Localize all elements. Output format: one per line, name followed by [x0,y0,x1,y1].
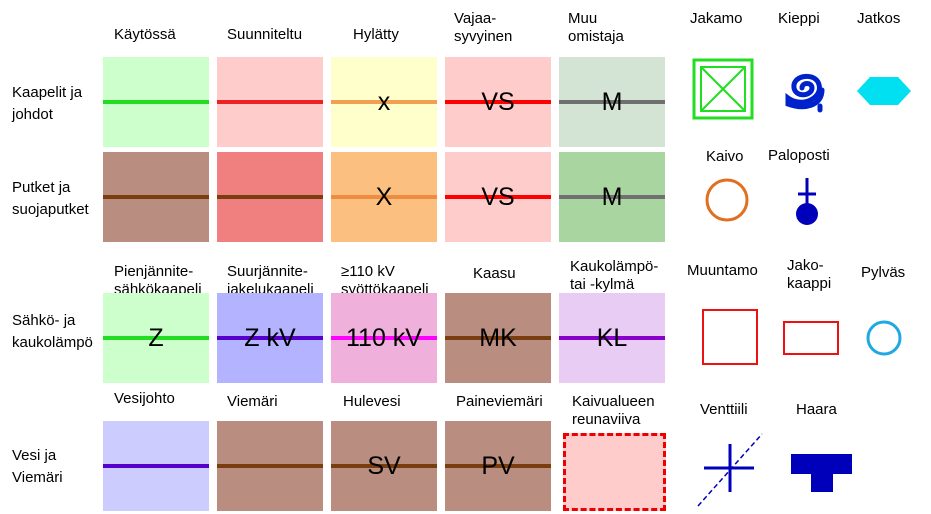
label-jakokaappi: Jako- kaappi [787,257,832,292]
label-kaivo: Kaivo [706,148,744,165]
kaivo-icon [705,178,749,222]
label-kaasu: Kaasu [473,265,516,282]
column-header-muu-omistaja: Muu omistaja [568,10,624,45]
swatch-kaapelit-muu-omistaja: M [559,57,665,147]
row-label-kaapelit: Kaapelit ja johdot [12,84,83,123]
haara-icon [791,454,852,492]
label-kieppi: Kieppi [778,10,820,27]
swatch-kaivualueen-reunaviiva [563,433,666,511]
label-jatkos: Jatkos [857,10,901,27]
venttiili-icon [697,433,763,507]
row-label-vesi: Vesi ja Viemäri [12,447,63,486]
swatch-putket-suunniteltu [217,152,323,242]
swatch-suurjannite: Z kV [217,293,323,383]
column-header-kaytossa: Käytössä [114,26,176,43]
swatch-kaapelit-kaytossa [103,57,209,147]
row-label-sahko: Sähkö- ja kaukolämpö [12,312,93,351]
column-header-suunniteltu: Suunniteltu [227,26,303,43]
label-pylvas: Pylväs [861,264,906,281]
label-viemari: Viemäri [227,393,278,410]
swatch-vesijohto [103,421,209,511]
swatch-kaapelit-suunniteltu [217,57,323,147]
label-jakamo: Jakamo [690,10,743,27]
label-paloposti: Paloposti [768,147,830,164]
row-label-putket: Putket ja suojaputket [12,179,89,218]
kieppi-icon [785,73,825,113]
swatch-kaapelit-hylatty: x [331,57,437,147]
swatch-putket-kaytossa [103,152,209,242]
swatch-putket-muu-omistaja: M [559,152,665,242]
swatch-putket-vajaasyvyinen: VS [445,152,551,242]
label-vesijohto: Vesijohto [114,390,175,407]
swatch-viemari [217,421,323,511]
swatch-kaukolampo: KL [559,293,665,383]
label-kaivualueen-reunaviiva: Kaivualueen reunaviiva [572,393,655,428]
muuntamo-icon [702,309,758,365]
label-paineviemari: Paineviemäri [456,393,543,410]
swatch-kaapelit-vajaasyvyinen: VS [445,57,551,147]
jatkos-icon [857,77,911,105]
column-header-hylatty: Hylätty [353,26,399,43]
swatch-hulevesi: SV [331,421,437,511]
label-hulevesi: Hulevesi [343,393,401,410]
pylvas-icon [866,320,902,356]
paloposti-icon [796,178,818,225]
swatch-110kv: 110 kV [331,293,437,383]
jakamo-icon [692,58,754,120]
label-kaukolampo: Kaukolämpö- tai -kylmä [570,258,659,293]
column-header-vajaasyvyinen: Vajaa- syvyinen [454,10,513,45]
label-venttiili: Venttiili [700,401,748,418]
swatch-putket-hylatty: X [331,152,437,242]
label-haara: Haara [796,401,837,418]
swatch-kaasu: MK [445,293,551,383]
swatch-pienjannite: Z [103,293,209,383]
swatch-paineviemari: PV [445,421,551,511]
label-muuntamo: Muuntamo [687,262,758,279]
jakokaappi-icon [783,321,839,355]
